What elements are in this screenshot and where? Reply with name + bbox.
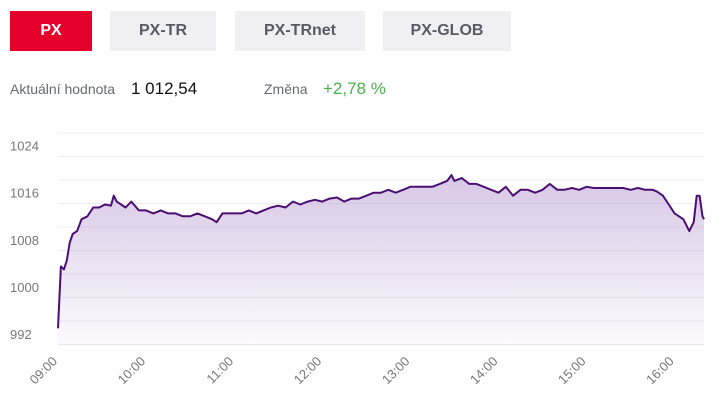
x-tick-label: 16:00 <box>643 354 677 388</box>
price-line <box>57 174 705 329</box>
y-tick-label: 1008 <box>10 233 39 248</box>
price-area <box>58 175 704 346</box>
x-tick-label: 09:00 <box>27 354 61 388</box>
y-tick-label: 1024 <box>10 139 39 154</box>
index-chart: 992 1000 1008 1016 1024 09:00 10:00 11:00 12:00… <box>10 132 705 388</box>
tab-px-trnet[interactable]: PX-TRnet <box>235 11 365 51</box>
index-summary: Aktuální hodnota 1 012,54 Změna +2,78 % <box>10 78 722 102</box>
tab-px-tr[interactable]: PX-TR <box>110 11 216 51</box>
y-tick-label: 992 <box>10 327 32 342</box>
x-tick-label: 10:00 <box>115 354 149 388</box>
x-axis: 09:00 10:00 11:00 12:00 13:00 14:00 15:00 16:00 <box>27 354 677 388</box>
current-value-label: Aktuální hodnota <box>10 81 116 97</box>
tab-px-glob[interactable]: PX-GLOB <box>383 11 511 51</box>
tab-px[interactable]: PX <box>10 11 92 51</box>
x-tick-label: 13:00 <box>379 354 413 388</box>
y-tick-label: 1016 <box>10 186 39 201</box>
x-tick-label: 12:00 <box>291 354 325 388</box>
change-label: Změna <box>264 81 308 97</box>
change-value: +2,78 % <box>323 79 386 98</box>
x-tick-label: 11:00 <box>203 354 236 387</box>
y-axis: 992 1000 1008 1016 1024 <box>10 139 39 343</box>
y-tick-label: 1000 <box>10 280 39 295</box>
x-tick-label: 15:00 <box>555 354 589 388</box>
x-tick-label: 14:00 <box>467 354 501 388</box>
current-value: 1 012,54 <box>131 79 198 98</box>
